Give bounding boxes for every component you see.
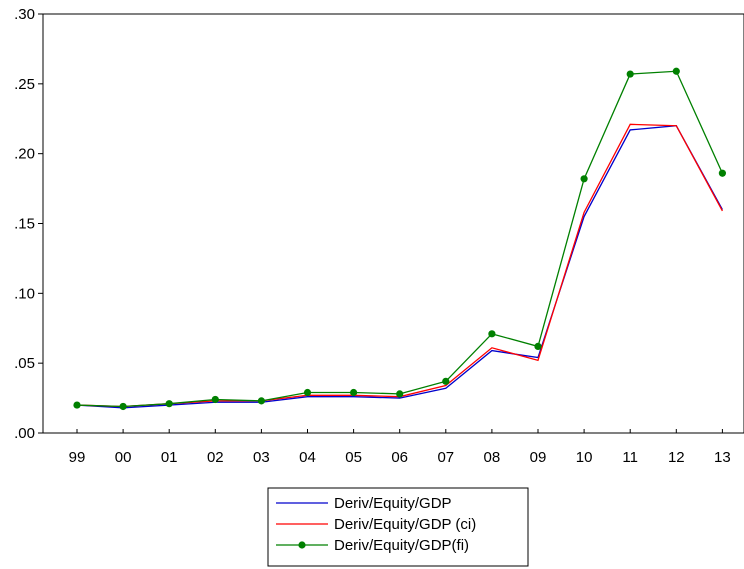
x-tick-label: 11 <box>622 449 638 466</box>
legend-label: Deriv/Equity/GDP(fi) <box>334 537 469 554</box>
legend: Deriv/Equity/GDP Deriv/Equity/GDP (ci) Der… <box>268 488 528 566</box>
x-tick-label: 07 <box>437 449 454 466</box>
y-tick-label: .05 <box>14 355 35 372</box>
x-tick-label: 03 <box>253 449 270 466</box>
y-axis: .00 .05 .10 .15 .20 .25 .30 <box>14 6 43 442</box>
x-tick-label: 13 <box>714 449 731 466</box>
x-axis: 99 00 01 02 03 04 05 06 07 08 09 10 11 12 13 <box>69 429 731 466</box>
data-point <box>304 389 311 396</box>
data-point <box>120 403 127 410</box>
data-point <box>627 70 634 77</box>
data-point <box>534 343 541 350</box>
x-tick-label: 99 <box>69 449 86 466</box>
x-tick-label: 01 <box>161 449 178 466</box>
x-tick-label: 00 <box>115 449 132 466</box>
x-tick-label: 12 <box>668 449 685 466</box>
data-point <box>396 390 403 397</box>
data-point <box>719 170 726 177</box>
data-point <box>673 68 680 75</box>
legend-label: Deriv/Equity/GDP (ci) <box>334 516 476 533</box>
x-tick-label: 10 <box>576 449 593 466</box>
y-tick-label: .15 <box>14 216 35 233</box>
legend-marker <box>298 541 305 548</box>
y-tick-label: .10 <box>14 285 35 302</box>
data-point <box>488 330 495 337</box>
y-tick-label: .20 <box>14 146 35 163</box>
data-point <box>258 397 265 404</box>
x-tick-label: 02 <box>207 449 224 466</box>
y-tick-label: .00 <box>14 425 35 442</box>
y-tick-label: .25 <box>14 76 35 93</box>
x-tick-label: 06 <box>391 449 408 466</box>
y-tick-label: .30 <box>14 6 35 23</box>
data-point <box>350 389 357 396</box>
data-point <box>73 401 80 408</box>
x-tick-label: 08 <box>484 449 501 466</box>
data-point <box>581 175 588 182</box>
plot-area <box>43 14 744 433</box>
x-tick-label: 05 <box>345 449 362 466</box>
x-tick-label: 04 <box>299 449 316 466</box>
x-tick-label: 09 <box>530 449 547 466</box>
data-point <box>212 396 219 403</box>
data-point <box>166 400 173 407</box>
legend-label: Deriv/Equity/GDP <box>334 495 452 512</box>
data-point <box>442 378 449 385</box>
